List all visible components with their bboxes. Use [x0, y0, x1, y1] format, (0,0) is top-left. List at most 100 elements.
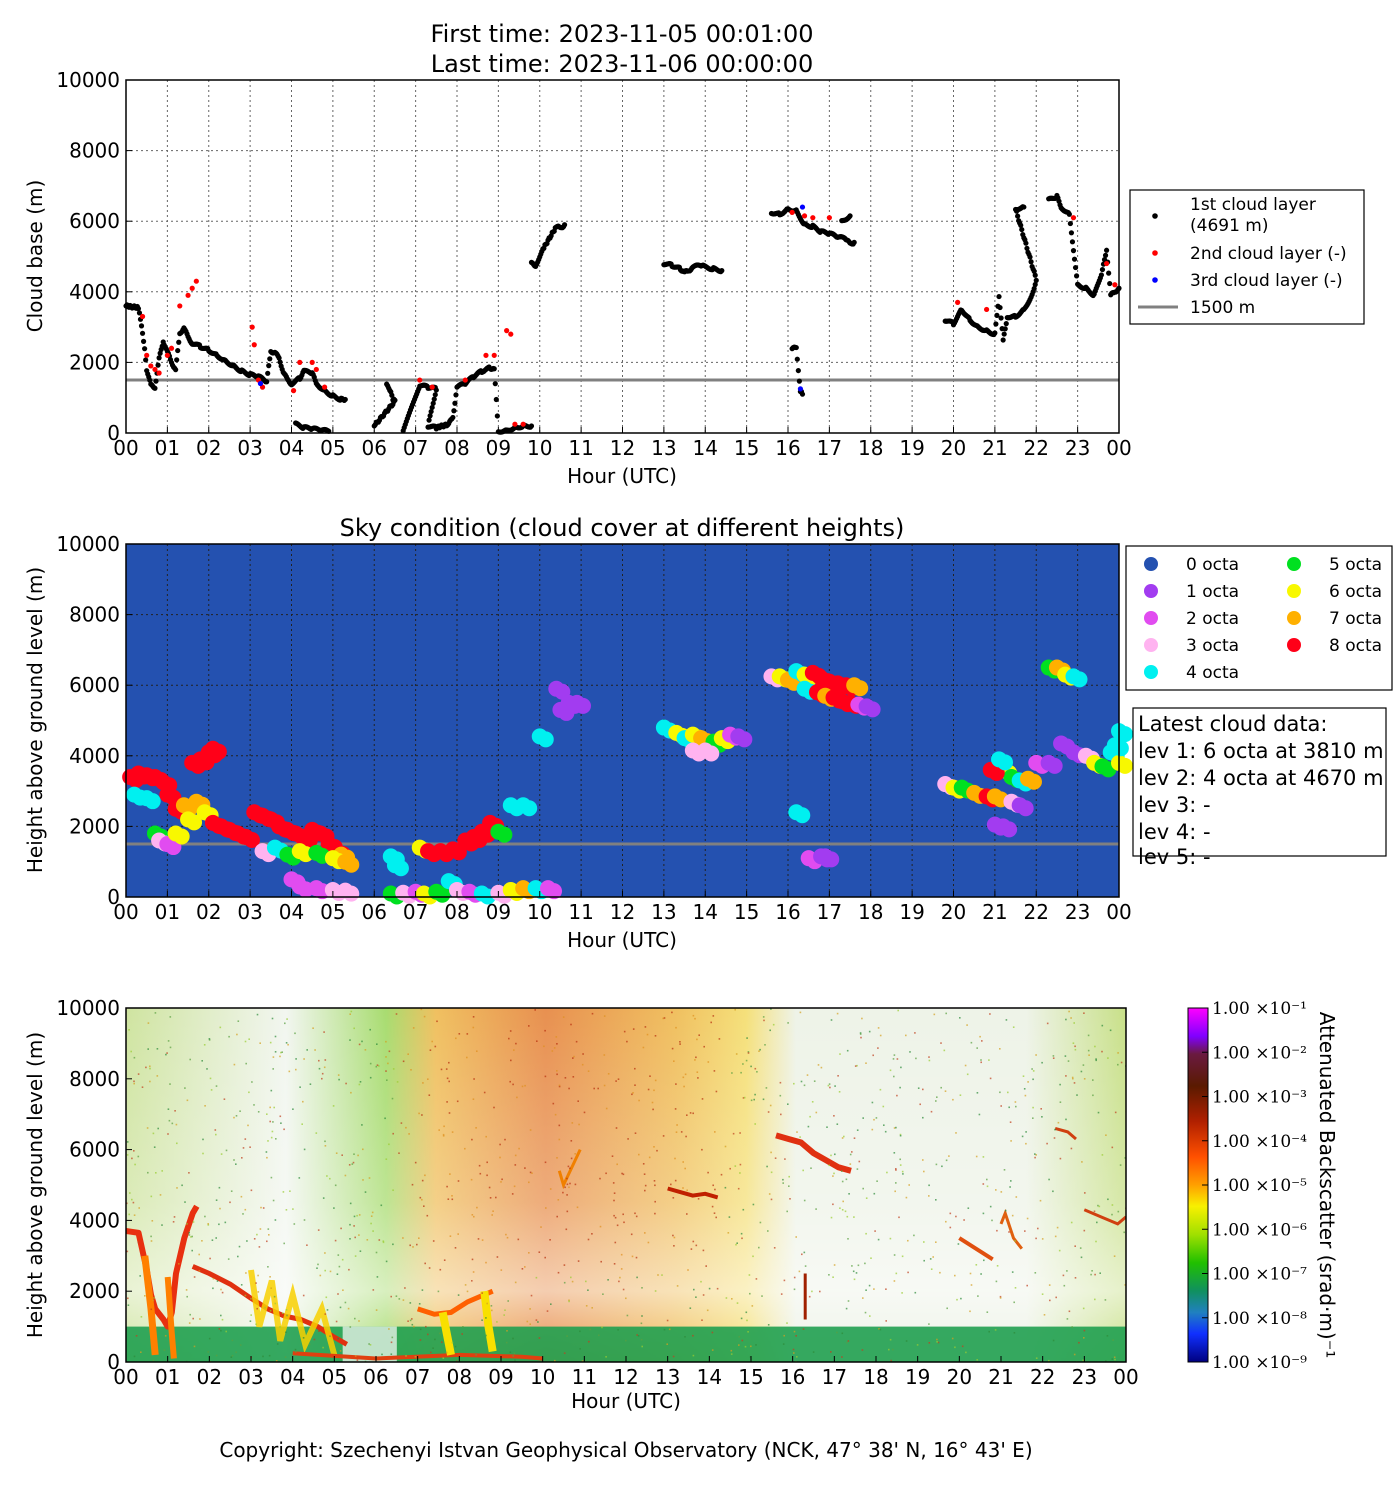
backscatter-speckle [862, 1117, 864, 1119]
backscatter-speckle [551, 1050, 554, 1052]
backscatter-speckle [603, 1015, 606, 1017]
backscatter-speckle [176, 1187, 178, 1189]
backscatter-speckle [935, 1199, 937, 1201]
backscatter-speckle [1093, 1210, 1096, 1213]
backscatter-speckle [381, 1353, 383, 1356]
backscatter-speckle [250, 1314, 252, 1316]
backscatter-speckle [1107, 1057, 1109, 1059]
backscatter-speckle [769, 1029, 771, 1032]
backscatter-speckle [1049, 1299, 1051, 1302]
backscatter-speckle [529, 1171, 532, 1174]
backscatter-speckle [324, 1140, 326, 1143]
backscatter-speckle [240, 1284, 243, 1286]
backscatter-speckle [349, 1202, 352, 1205]
backscatter-speckle [256, 1233, 258, 1236]
backscatter-speckle [577, 1100, 579, 1102]
backscatter-speckle [799, 1142, 802, 1144]
x-tick-label: 23 [1065, 436, 1090, 460]
backscatter-speckle [908, 1184, 910, 1186]
backscatter-speckle [402, 1060, 405, 1063]
layer1-point [1032, 272, 1038, 278]
backscatter-speckle [1124, 1284, 1126, 1286]
x-tick-label: 10 [527, 436, 552, 460]
backscatter-speckle [865, 1062, 867, 1064]
backscatter-speckle [396, 1081, 399, 1083]
backscatter-speckle [339, 1350, 342, 1352]
layer1-point [452, 400, 458, 406]
backscatter-speckle [499, 1143, 501, 1146]
backscatter-speckle [1048, 1284, 1051, 1286]
colorbar-tick-label: 1.00 ×10⁻² [1212, 1043, 1307, 1063]
backscatter-speckle [917, 1087, 920, 1089]
backscatter-speckle [949, 1212, 952, 1215]
backscatter-speckle [437, 1290, 440, 1293]
backscatter-speckle [941, 1165, 943, 1168]
layer1-point [140, 338, 147, 344]
backscatter-speckle [1009, 1186, 1011, 1188]
backscatter-speckle [349, 1013, 351, 1015]
backscatter-speckle [550, 1303, 552, 1305]
backscatter-speckle [1063, 1284, 1066, 1287]
first-time-title: First time: 2023-11-05 00:01:00 [431, 20, 814, 48]
layer1-point [1020, 232, 1026, 238]
backscatter-speckle [361, 1124, 363, 1126]
backscatter-speckle [730, 1349, 733, 1352]
backscatter-speckle [622, 1173, 625, 1176]
backscatter-speckle [235, 1163, 237, 1165]
backscatter-speckle [339, 1306, 342, 1309]
x-tick-label: 04 [280, 1365, 305, 1389]
backscatter-speckle [697, 1077, 699, 1079]
x-tick-label: 00 [1106, 900, 1131, 924]
x-tick-label: 20 [941, 900, 966, 924]
backscatter-speckle [960, 1297, 962, 1300]
backscatter-speckle [936, 1338, 938, 1341]
backscatter-speckle [535, 1276, 538, 1279]
backscatter-speckle [156, 1075, 159, 1077]
backscatter-speckle [625, 1297, 627, 1300]
backscatter-speckle [208, 1039, 211, 1041]
layer1-point [1069, 239, 1076, 245]
backscatter-speckle [244, 1040, 247, 1043]
backscatter-speckle [388, 1050, 391, 1053]
backscatter-speckle [668, 1328, 671, 1331]
layer2-point [164, 352, 170, 358]
backscatter-speckle [930, 1268, 933, 1270]
latest-cloud-data-box: Latest cloud data: lev 1: 6 octa at 3810… [1132, 707, 1387, 869]
backscatter-speckle [1070, 1221, 1073, 1224]
backscatter-speckle [575, 1040, 578, 1043]
backscatter-speckle [1087, 1034, 1090, 1037]
layer1-point [493, 396, 499, 403]
backscatter-speckle [269, 1041, 272, 1044]
backscatter-speckle [622, 1213, 624, 1216]
backscatter-speckle [632, 1092, 634, 1094]
backscatter-speckle [280, 1122, 282, 1124]
backscatter-speckle [871, 1128, 874, 1131]
backscatter-speckle [348, 1268, 350, 1271]
backscatter-speckle [178, 1263, 180, 1265]
backscatter-speckle [1101, 1050, 1103, 1053]
backscatter-speckle [536, 1040, 538, 1042]
backscatter-speckle [955, 1132, 957, 1134]
backscatter-speckle [149, 1080, 151, 1083]
backscatter-speckle [786, 1322, 788, 1324]
backscatter-speckle [840, 1170, 843, 1172]
x-tick-label: 16 [780, 1365, 805, 1389]
backscatter-speckle [759, 1048, 761, 1051]
cloud-layer-trace [164, 1276, 177, 1359]
backscatter-speckle [1111, 1146, 1114, 1149]
x-tick-label: 22 [1030, 1365, 1055, 1389]
backscatter-speckle [568, 1087, 570, 1090]
backscatter-speckle [150, 1195, 153, 1198]
backscatter-speckle [701, 1098, 704, 1100]
backscatter-speckle [233, 1063, 236, 1066]
backscatter-speckle [740, 1071, 742, 1074]
backscatter-speckle [1070, 1017, 1072, 1019]
legend-marker-layer3 [1152, 277, 1158, 283]
backscatter-speckle [637, 1335, 640, 1337]
backscatter-speckle [654, 1200, 656, 1203]
backscatter-speckle [240, 1195, 243, 1198]
cloud-base-points [123, 192, 1122, 435]
backscatter-speckle [684, 1073, 687, 1076]
backscatter-speckle [208, 1038, 211, 1040]
backscatter-speckle [312, 1027, 314, 1029]
